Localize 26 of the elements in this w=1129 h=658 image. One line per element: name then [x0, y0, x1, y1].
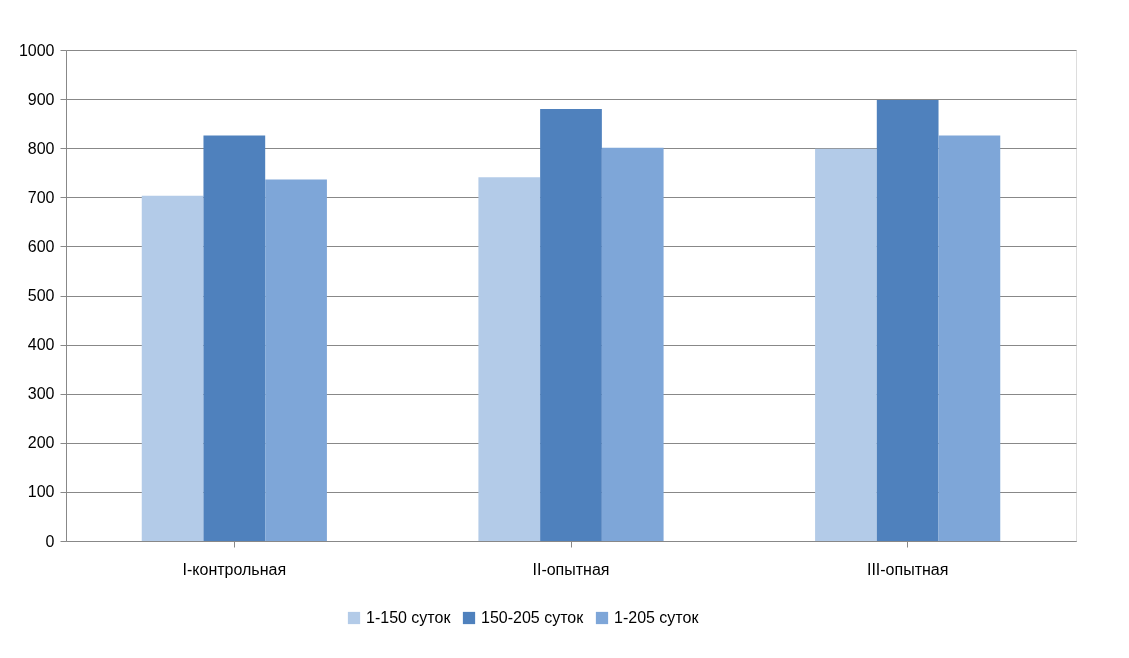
y-tick-label: 900 [27, 90, 55, 108]
bar [141, 195, 204, 541]
bar [265, 179, 327, 541]
x-tick-label: I-контрольная [182, 560, 287, 578]
y-tick-label: 600 [27, 237, 55, 255]
bar [478, 177, 541, 541]
bar [815, 148, 877, 541]
y-tick-label: 100 [27, 483, 55, 501]
bar [540, 108, 602, 541]
bar [938, 135, 1001, 541]
legend-label: 150-205 суток [481, 609, 585, 626]
y-tick-label: 700 [27, 188, 55, 206]
y-tick-label: 500 [27, 287, 55, 304]
y-tick-label: 200 [27, 434, 55, 452]
bar [876, 100, 939, 541]
bar [203, 135, 266, 541]
x-tick-label: III-опытная [866, 560, 949, 578]
bar [601, 147, 664, 541]
legend-label: 1-205 суток [614, 609, 700, 626]
x-tick-label: II-опытная [532, 560, 610, 578]
legend-label: 1-150 суток [366, 609, 452, 626]
y-tick-label: 800 [27, 139, 55, 157]
y-tick-label: 1000 [18, 41, 55, 59]
y-tick-label: 0 [45, 532, 55, 550]
y-tick-label: 300 [27, 385, 55, 403]
y-tick-label: 400 [27, 336, 55, 354]
